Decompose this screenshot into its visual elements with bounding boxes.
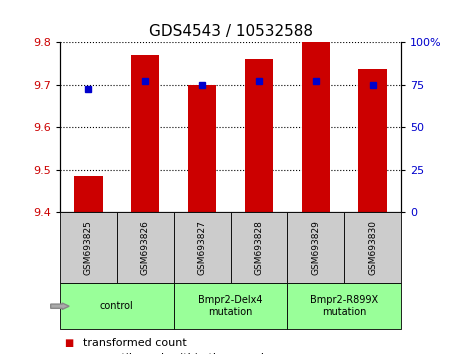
Bar (358, 69, 387, 212)
Text: GSM693828: GSM693828 (254, 220, 263, 275)
Text: Bmpr2-R899X
mutation: Bmpr2-R899X mutation (310, 295, 378, 317)
Text: GSM693825: GSM693825 (84, 220, 93, 275)
Bar (188, 85, 216, 212)
Text: GSM693829: GSM693829 (311, 220, 320, 275)
Text: percentile rank within the sample: percentile rank within the sample (83, 353, 271, 354)
Text: GSM693830: GSM693830 (368, 220, 377, 275)
Bar (301, 42, 330, 212)
Title: GDS4543 / 10532588: GDS4543 / 10532588 (148, 23, 313, 39)
Text: GSM693827: GSM693827 (198, 220, 207, 275)
Text: Bmpr2-Delx4
mutation: Bmpr2-Delx4 mutation (198, 295, 263, 317)
Text: control: control (100, 301, 134, 311)
Text: transformed count: transformed count (83, 338, 187, 348)
Text: GSM693826: GSM693826 (141, 220, 150, 275)
Bar (131, 55, 160, 212)
Bar (245, 59, 273, 212)
Text: ■: ■ (65, 353, 74, 354)
Bar (74, 176, 102, 212)
Text: ■: ■ (65, 338, 74, 348)
